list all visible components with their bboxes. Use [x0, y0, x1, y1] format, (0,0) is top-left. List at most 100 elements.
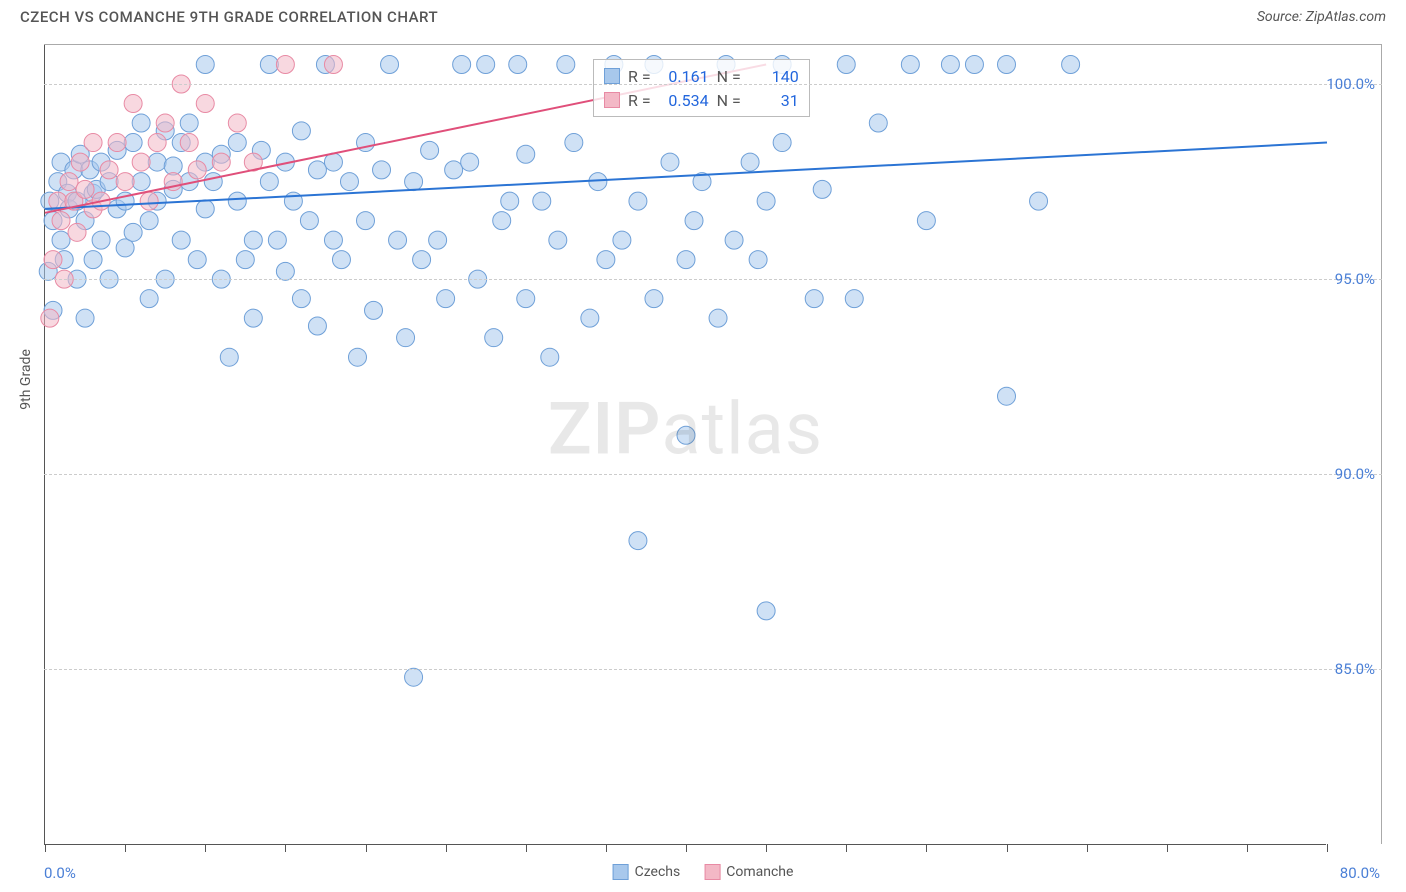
legend-stats-box: R = 0.161 N = 140 R = 0.534 N = 31 [593, 59, 810, 117]
x-tick [766, 844, 767, 852]
legend-label-comanche: Comanche [726, 864, 793, 880]
scatter-point [565, 134, 583, 152]
legend-item-czechs: Czechs [613, 864, 681, 880]
scatter-point [124, 223, 142, 241]
scatter-point [308, 317, 326, 335]
legend-r-value-comanche: 0.534 [659, 91, 709, 110]
scatter-point [397, 329, 415, 347]
scatter-point [228, 114, 246, 132]
scatter-point [124, 134, 142, 152]
scatter-point [204, 173, 222, 191]
scatter-point [276, 262, 294, 280]
scatter-point [661, 153, 679, 171]
scatter-point [917, 212, 935, 230]
scatter-point [749, 251, 767, 269]
scatter-point [76, 309, 94, 327]
legend-n-label: N = [717, 67, 741, 86]
scatter-point [60, 173, 78, 191]
scatter-point [541, 348, 559, 366]
scatter-point [517, 290, 535, 308]
scatter-point [597, 251, 615, 269]
x-tick [846, 844, 847, 852]
scatter-point [180, 134, 198, 152]
scatter-point [493, 212, 511, 230]
scatter-point [292, 290, 310, 308]
scatter-point [757, 192, 775, 210]
gridline [44, 474, 1382, 475]
y-tick-label: 95.0% [1335, 270, 1375, 288]
y-tick-label: 100.0% [1326, 75, 1375, 93]
scatter-point [84, 251, 102, 269]
scatter-point [357, 212, 375, 230]
scatter-point [71, 153, 89, 171]
legend-bottom: Czechs Comanche [613, 864, 794, 880]
chart-title: CZECH VS COMANCHE 9TH GRADE CORRELATION … [20, 8, 438, 26]
y-tick-label: 85.0% [1335, 660, 1375, 678]
legend-swatch-comanche [604, 92, 620, 108]
x-tick [1247, 844, 1248, 852]
scatter-point [140, 290, 158, 308]
x-tick [926, 844, 927, 852]
legend-label-czechs: Czechs [635, 864, 681, 880]
scatter-point [180, 114, 198, 132]
scatter-point [837, 56, 855, 74]
legend-item-comanche: Comanche [704, 864, 793, 880]
scatter-point [308, 161, 326, 179]
scatter-point [188, 161, 206, 179]
scatter-point [901, 56, 919, 74]
source-label: Source: ZipAtlas.com [1257, 9, 1386, 25]
x-tick [125, 844, 126, 852]
scatter-point [148, 134, 166, 152]
gridline [44, 279, 1382, 280]
scatter-point [188, 251, 206, 269]
scatter-point [725, 231, 743, 249]
legend-r-label: R = [628, 67, 651, 86]
scatter-point [998, 387, 1016, 405]
scatter-point [405, 173, 423, 191]
scatter-point [92, 231, 110, 249]
scatter-point [941, 56, 959, 74]
scatter-point [236, 251, 254, 269]
scatter-point [52, 231, 70, 249]
x-tick [686, 844, 687, 852]
y-tick-label: 90.0% [1335, 465, 1375, 483]
scatter-point [132, 173, 150, 191]
scatter-point [44, 251, 62, 269]
trend-line [45, 143, 1327, 209]
scatter-point [677, 251, 695, 269]
scatter-point [212, 153, 230, 171]
scatter-point [581, 309, 599, 327]
x-tick [1167, 844, 1168, 852]
x-tick [1007, 844, 1008, 852]
scatter-point [813, 180, 831, 198]
scatter-point [557, 56, 575, 74]
scatter-point [52, 212, 70, 230]
scatter-point [805, 290, 823, 308]
scatter-point [685, 212, 703, 230]
scatter-point [148, 153, 166, 171]
legend-n-value-comanche: 31 [749, 91, 799, 110]
scatter-point [421, 141, 439, 159]
scatter-point [445, 161, 463, 179]
scatter-point [461, 153, 479, 171]
scatter-point [140, 192, 158, 210]
legend-n-value-czechs: 140 [749, 67, 799, 86]
scatter-point [276, 56, 294, 74]
scatter-point [845, 290, 863, 308]
scatter-point [292, 122, 310, 140]
x-axis-max-label: 80.0% [1340, 864, 1380, 882]
x-tick [606, 844, 607, 852]
scatter-point [41, 309, 59, 327]
gridline [44, 669, 1382, 670]
scatter-point [132, 153, 150, 171]
scatter-point [172, 231, 190, 249]
scatter-point [260, 56, 278, 74]
scatter-point [324, 231, 342, 249]
scatter-point [84, 134, 102, 152]
scatter-point [100, 161, 118, 179]
legend-r-value-czechs: 0.161 [659, 67, 709, 86]
scatter-point [741, 153, 759, 171]
scatter-point [348, 348, 366, 366]
scatter-point [116, 173, 134, 191]
scatter-point [437, 290, 455, 308]
